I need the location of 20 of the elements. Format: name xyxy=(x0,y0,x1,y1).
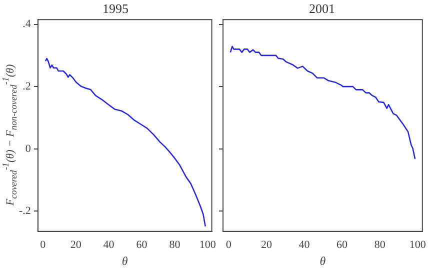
chart-title: 1995 xyxy=(102,1,128,16)
y-tick-label: 0 xyxy=(25,142,32,155)
x-tick-label: 100 xyxy=(409,238,426,251)
y-tick-label: -.2 xyxy=(18,205,31,218)
x-axis-title: θ xyxy=(122,254,128,268)
x-tick-label: 100 xyxy=(199,238,216,251)
x-tick-label: 40 xyxy=(298,238,310,251)
x-tick-label: 0 xyxy=(40,238,46,251)
x-tick-label: 40 xyxy=(103,238,115,251)
x-axis-title: θ xyxy=(320,254,326,268)
y-tick-label: .4 xyxy=(22,18,32,30)
x-tick-label: 0 xyxy=(226,238,232,251)
x-tick-label: 60 xyxy=(336,238,348,251)
x-tick-label: 60 xyxy=(136,238,148,251)
chart-title: 2001 xyxy=(309,1,335,16)
x-tick-label: 80 xyxy=(169,238,181,251)
y-tick-label: .2 xyxy=(22,80,31,92)
x-tick-label: 20 xyxy=(260,238,272,251)
x-tick-label: 20 xyxy=(70,238,82,251)
x-tick-label: 80 xyxy=(374,238,386,251)
